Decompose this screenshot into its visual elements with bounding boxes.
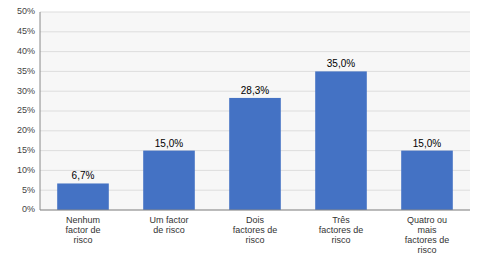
y-tick-label: 35% bbox=[17, 66, 35, 76]
x-tick-label-line: Três bbox=[332, 215, 350, 225]
y-tick-label: 15% bbox=[17, 145, 35, 155]
data-label: 15,0% bbox=[155, 138, 183, 149]
bar bbox=[401, 151, 453, 210]
chart-container: 0% 5% 10% 15% 20% 25% 30% 35% 40% 45% 50% 6,7% 15,0%… bbox=[0, 0, 480, 272]
x-tick-label: Trêsfactores derisco bbox=[319, 215, 364, 245]
grid-line bbox=[40, 71, 470, 72]
bars bbox=[57, 71, 453, 210]
x-tick-label-line: risco bbox=[331, 235, 350, 245]
x-tick-label: Nenhumfactor derisco bbox=[65, 215, 100, 245]
y-tick-label: 5% bbox=[22, 185, 35, 195]
data-label: 15,0% bbox=[413, 138, 441, 149]
x-tick-label-line: factores de bbox=[405, 235, 450, 245]
data-label: 6,7% bbox=[72, 170, 95, 181]
y-tick-label: 25% bbox=[17, 105, 35, 115]
plot-background bbox=[40, 12, 470, 210]
x-axis-line bbox=[40, 210, 470, 211]
grid-line bbox=[40, 31, 470, 32]
x-tick-label-line: Um factor bbox=[149, 215, 188, 225]
x-tick-label-line: risco bbox=[73, 235, 92, 245]
y-tick-label: 50% bbox=[17, 6, 35, 16]
y-tick-label: 40% bbox=[17, 46, 35, 56]
bar bbox=[315, 71, 367, 210]
x-tick-label-line: factores de bbox=[319, 225, 364, 235]
data-label: 35,0% bbox=[327, 58, 355, 69]
x-tick-label-line: Dois bbox=[246, 215, 265, 225]
y-tick-label: 45% bbox=[17, 26, 35, 36]
x-tick-label-line: Nenhum bbox=[66, 215, 100, 225]
data-label: 28,3% bbox=[241, 85, 269, 96]
y-tick-label: 10% bbox=[17, 165, 35, 175]
x-tick-label-line: factores de bbox=[233, 225, 278, 235]
x-tick-label-line: factor de bbox=[65, 225, 100, 235]
y-tick-label: 30% bbox=[17, 86, 35, 96]
grid-line bbox=[40, 51, 470, 52]
y-axis-line bbox=[40, 12, 41, 210]
bar bbox=[143, 151, 195, 210]
x-tick-label: Um factorde risco bbox=[149, 215, 188, 235]
grid-line bbox=[40, 210, 470, 211]
x-tick-label-line: de risco bbox=[153, 225, 185, 235]
x-tick-label-line: mais bbox=[417, 225, 437, 235]
bar bbox=[57, 183, 109, 210]
grid-line bbox=[40, 12, 470, 13]
x-tick-label-line: risco bbox=[417, 245, 436, 255]
x-tick-label: Doisfactores derisco bbox=[233, 215, 278, 245]
x-tick-label: Quatro oumaisfactores derisco bbox=[405, 215, 450, 255]
x-tick-label-line: risco bbox=[245, 235, 264, 245]
bar bbox=[229, 98, 281, 210]
y-tick-label: 0% bbox=[22, 204, 35, 214]
chart-svg: 0% 5% 10% 15% 20% 25% 30% 35% 40% 45% 50% 6,7% 15,0%… bbox=[0, 0, 480, 272]
y-tick-label: 20% bbox=[17, 125, 35, 135]
x-tick-label-line: Quatro ou bbox=[407, 215, 447, 225]
